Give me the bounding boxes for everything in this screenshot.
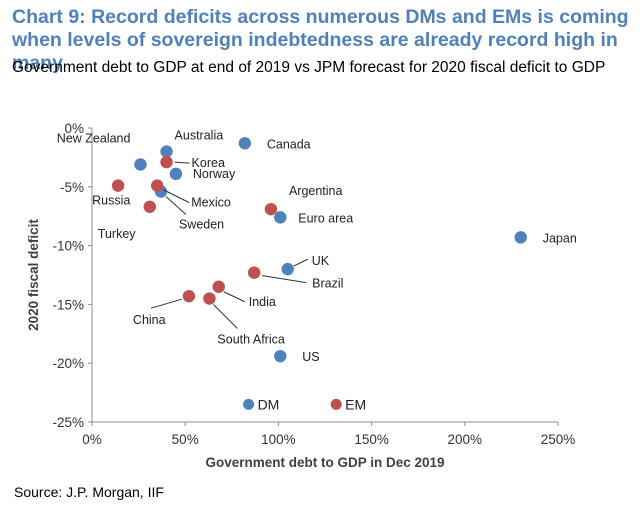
- point-label-new-zealand: New Zealand: [57, 131, 131, 145]
- point-us: [274, 349, 287, 363]
- point-canada: [238, 137, 252, 150]
- x-tick-label: 100%: [261, 432, 296, 447]
- point-label-japan: Japan: [543, 231, 577, 245]
- point-euro-area: [274, 211, 287, 224]
- point-label-china: China: [133, 313, 166, 327]
- point-korea: [160, 155, 173, 169]
- point-japan: [514, 231, 527, 244]
- leader-line-sweden: [165, 196, 187, 215]
- legend-marker-dm: [243, 398, 255, 410]
- point-new-zealand: [134, 158, 147, 171]
- leader-line-china: [150, 298, 183, 309]
- leader-line-south-africa: [213, 304, 238, 329]
- leader-line-uk: [293, 258, 308, 267]
- y-tick-label: -5%: [60, 180, 84, 195]
- leader-line-korea: [174, 161, 190, 164]
- point-russia: [111, 179, 125, 192]
- point-label-australia: Australia: [175, 129, 224, 143]
- leader-line-mexico: [163, 189, 190, 204]
- point-label-south-africa: South Africa: [217, 333, 284, 347]
- point-label-russia: Russia: [92, 194, 130, 208]
- x-tick-label: 0%: [82, 432, 102, 447]
- point-label-uk: UK: [312, 254, 330, 268]
- point-label-sweden: Sweden: [179, 218, 224, 232]
- source-note: Source: J.P. Morgan, IIF: [14, 484, 164, 500]
- legend-marker-em: [330, 398, 342, 410]
- point-label-mexico: Mexico: [191, 196, 231, 210]
- point-india: [212, 280, 225, 293]
- point-label-turkey: Turkey: [98, 227, 136, 241]
- point-turkey: [143, 200, 156, 213]
- legend-label-dm: DM: [258, 396, 280, 412]
- point-label-argentina: Argentina: [289, 184, 343, 198]
- point-label-us: US: [302, 350, 319, 364]
- point-label-korea: Korea: [192, 156, 225, 170]
- point-china: [182, 289, 196, 303]
- point-label-brazil: Brazil: [312, 277, 343, 291]
- x-tick-label: 50%: [172, 432, 199, 447]
- y-tick-label: 0%: [64, 121, 84, 136]
- y-axis-title: 2020 fiscal deficit: [26, 219, 41, 331]
- point-norway: [169, 167, 183, 181]
- x-tick-label: 250%: [541, 432, 576, 447]
- point-uk: [281, 262, 294, 276]
- point-label-canada: Canada: [267, 137, 311, 151]
- point-brazil: [247, 266, 261, 279]
- x-tick-label: 150%: [354, 432, 389, 447]
- point-south-africa: [203, 292, 216, 305]
- page-title: Chart 9: Record deficits across numerous…: [12, 6, 629, 74]
- point-label-norway: Norway: [193, 167, 236, 181]
- y-tick-label: -25%: [52, 415, 84, 430]
- x-tick-label: 200%: [448, 432, 483, 447]
- y-tick-label: -15%: [52, 297, 84, 312]
- page-subtitle: Government debt to GDP at end of 2019 vs…: [12, 59, 606, 76]
- point-mexico: [151, 179, 164, 192]
- point-argentina: [264, 202, 278, 216]
- point-label-india: India: [249, 295, 276, 309]
- y-tick-label: -10%: [52, 239, 84, 254]
- point-label-euro-area: Euro area: [298, 211, 353, 225]
- x-axis-title: Government debt to GDP in Dec 2019: [205, 455, 444, 470]
- point-australia: [160, 145, 173, 158]
- y-tick-label: -20%: [52, 356, 84, 371]
- legend-label-em: EM: [345, 396, 366, 412]
- leader-line-india: [223, 291, 245, 303]
- scatter-chart: 0% -5% -10% -15% -20% -25% 0% 50% 100% 150% 200% 25…: [26, 121, 577, 470]
- leader-line-brazil: [262, 275, 307, 284]
